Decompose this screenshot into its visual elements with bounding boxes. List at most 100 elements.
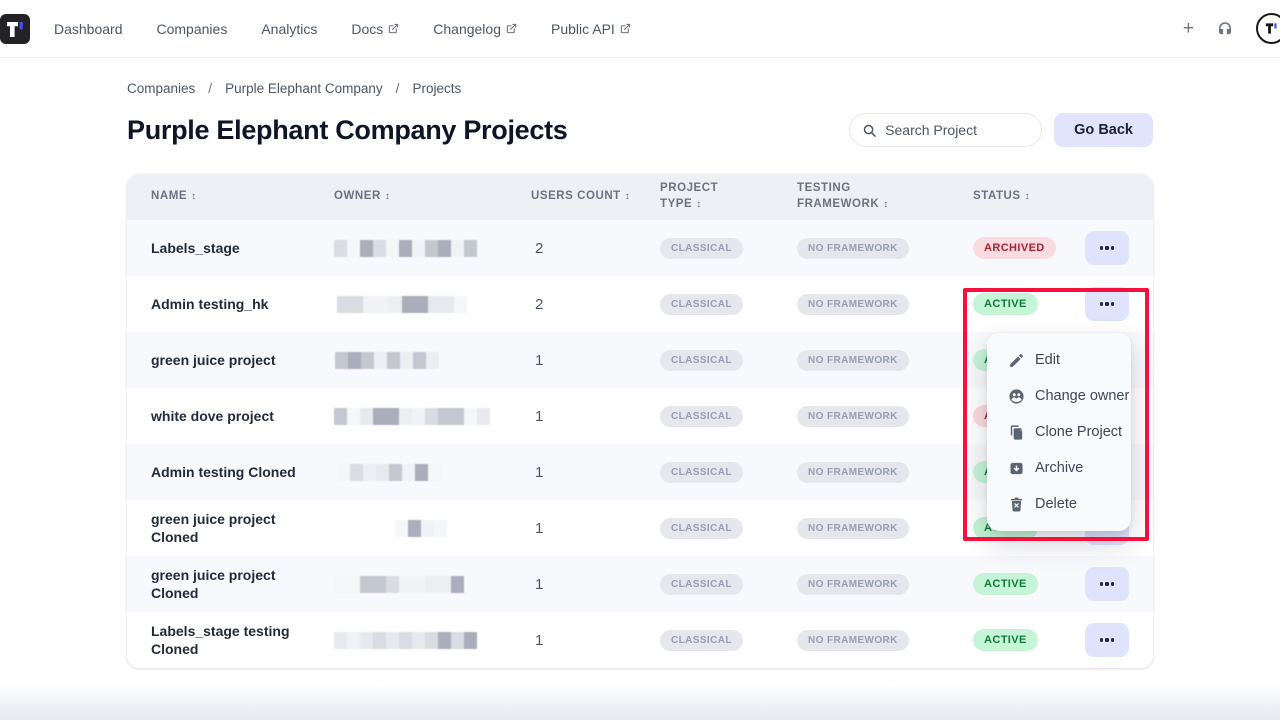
users-count: 1 — [535, 407, 544, 425]
page-title: Purple Elephant Company Projects — [127, 114, 568, 145]
support-icon[interactable] — [1216, 20, 1234, 38]
column-label: USERS COUNT — [531, 190, 621, 203]
sort-icon: ↕ — [883, 199, 889, 210]
status-badge: ACTIVE — [973, 293, 1038, 315]
table-row: Admin testing_hk 2 CLASSICAL NO FRAMEWOR… — [127, 276, 1153, 332]
breadcrumb-projects[interactable]: Projects — [412, 81, 462, 96]
project-type-badge: CLASSICAL — [660, 573, 743, 595]
testing-framework-badge: NO FRAMEWORK — [797, 349, 909, 371]
menu-item-archive[interactable]: Archive — [987, 450, 1131, 486]
owner-redacted — [337, 463, 450, 481]
project-name: green juice project Cloned — [151, 510, 276, 545]
menu-item-label: Archive — [1035, 460, 1084, 476]
menu-item-delete[interactable]: Delete — [987, 486, 1131, 522]
add-button[interactable]: + — [1182, 18, 1194, 39]
menu-item-label: Change owner — [1035, 388, 1130, 404]
nav-item-dashboard[interactable]: Dashboard — [54, 21, 123, 37]
menu-item-change-owner[interactable]: Change owner — [987, 378, 1131, 414]
users-count: 1 — [535, 631, 544, 649]
nav-item-companies[interactable]: Companies — [157, 21, 228, 37]
owner-cell — [334, 463, 531, 481]
project-name: green juice project Cloned — [151, 566, 276, 601]
status-badge: ACTIVE — [973, 629, 1038, 651]
users-count: 2 — [535, 239, 544, 257]
nav-item-changelog[interactable]: Changelog — [433, 21, 517, 37]
search-box[interactable] — [849, 113, 1043, 147]
users-count: 1 — [535, 463, 544, 481]
nav-item-analytics[interactable]: Analytics — [261, 21, 317, 37]
row-actions-button[interactable] — [1085, 623, 1129, 657]
row-actions-button[interactable] — [1085, 231, 1129, 265]
owner-redacted — [337, 295, 470, 313]
row-actions-button[interactable] — [1085, 287, 1129, 321]
nav-items: Dashboard Companies Analytics Docs Chang… — [54, 21, 631, 37]
table-row: Labels_stage 2 CLASSICAL NO FRAMEWORK AR… — [127, 220, 1153, 276]
column-header-name[interactable]: NAME ↕ — [151, 189, 334, 205]
menu-item-label: Edit — [1035, 352, 1060, 368]
ellipsis-icon — [1099, 302, 1103, 306]
sort-icon: ↕ — [384, 191, 391, 203]
testing-framework-badge: NO FRAMEWORK — [797, 237, 909, 259]
testing-framework-badge: NO FRAMEWORK — [797, 629, 909, 651]
breadcrumb-companies[interactable]: Companies — [127, 81, 196, 96]
owner-redacted — [334, 239, 489, 257]
clone-icon — [1010, 424, 1023, 440]
sort-icon: ↕ — [1024, 191, 1031, 203]
breadcrumb-company[interactable]: Purple Elephant Company — [225, 81, 383, 96]
table-header: NAME ↕ OWNER ↕ USERS COUNT ↕ PROJECT TYPE ↕ … — [127, 174, 1153, 220]
project-type-badge: CLASSICAL — [660, 293, 743, 315]
trash-icon — [1010, 497, 1023, 512]
owner-redacted — [395, 519, 455, 537]
column-header-users-count[interactable]: USERS COUNT ↕ — [531, 189, 633, 205]
owner-cell — [334, 519, 531, 537]
owner-redacted — [335, 351, 439, 369]
search-icon — [863, 124, 877, 137]
ellipsis-icon — [1105, 582, 1109, 586]
nav-item-public-api[interactable]: Public API — [551, 21, 631, 37]
owner-cell — [334, 407, 531, 425]
project-name: white dove project — [151, 407, 274, 424]
project-name: green juice project — [151, 351, 276, 368]
user-avatar[interactable] — [1256, 13, 1280, 44]
menu-item-edit[interactable]: Edit — [987, 342, 1131, 378]
row-actions-button[interactable] — [1085, 567, 1129, 601]
column-header-project-type[interactable]: PROJECT TYPE ↕ — [660, 181, 762, 212]
nav-item-docs[interactable]: Docs — [351, 21, 399, 37]
column-header-status[interactable]: STATUS ↕ — [973, 189, 1085, 205]
project-type-badge: CLASSICAL — [660, 461, 743, 483]
external-link-icon — [506, 23, 517, 34]
pencil-icon — [1010, 353, 1023, 367]
column-label: PROJECT TYPE — [660, 182, 719, 210]
owner-redacted — [334, 407, 491, 425]
nav-label: Changelog — [433, 20, 501, 37]
testing-framework-badge: NO FRAMEWORK — [797, 517, 909, 539]
ellipsis-icon — [1105, 302, 1109, 306]
external-link-icon — [620, 23, 631, 34]
breadcrumb-separator: / — [395, 81, 400, 96]
column-header-testing-framework[interactable]: TESTING FRAMEWORK ↕ — [797, 181, 943, 212]
users-count: 1 — [535, 351, 544, 369]
nav-label: Public API — [551, 20, 615, 37]
column-header-owner[interactable]: OWNER ↕ — [334, 189, 531, 205]
nav-label: Docs — [351, 20, 384, 37]
testing-framework-badge: NO FRAMEWORK — [797, 573, 909, 595]
table-row: white dove project 1 CLASSICAL NO FRAMEW… — [127, 388, 1153, 444]
menu-item-clone-project[interactable]: Clone Project — [987, 414, 1131, 450]
users-count: 1 — [535, 519, 544, 537]
top-navbar: Dashboard Companies Analytics Docs Chang… — [0, 0, 1280, 58]
app-logo-icon[interactable] — [0, 13, 30, 44]
project-name: Labels_stage testing Cloned — [151, 622, 290, 657]
ellipsis-icon — [1111, 638, 1115, 642]
ellipsis-icon — [1099, 246, 1103, 250]
page-bottom-fade — [0, 684, 1280, 720]
column-label: NAME — [151, 190, 188, 203]
column-label: TESTING FRAMEWORK — [797, 182, 880, 210]
go-back-button[interactable]: Go Back — [1054, 113, 1153, 147]
users-count: 1 — [535, 575, 544, 593]
breadcrumb-separator: / — [208, 81, 213, 96]
owner-cell — [334, 575, 531, 593]
owner-cell — [334, 239, 531, 257]
menu-item-label: Delete — [1035, 496, 1077, 512]
project-type-badge: CLASSICAL — [660, 349, 743, 371]
search-input[interactable] — [885, 122, 1026, 138]
